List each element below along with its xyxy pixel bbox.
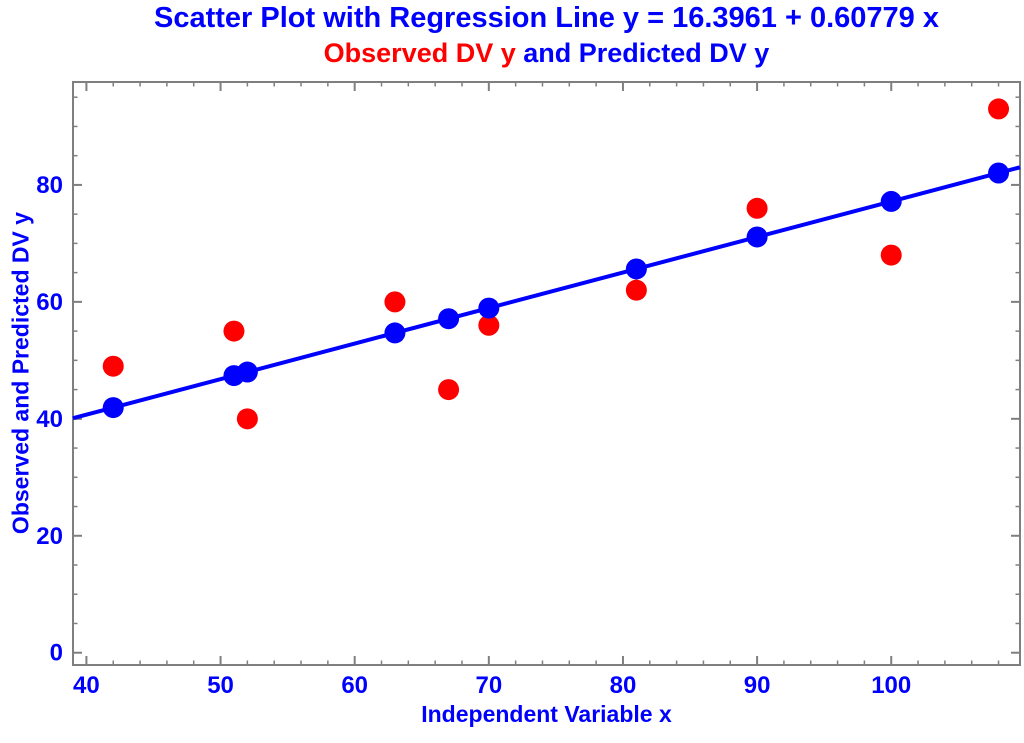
y-tick-label: 20	[36, 523, 63, 550]
plot-frame	[72, 81, 1021, 666]
x-tick-label: 60	[341, 672, 368, 699]
observed-point	[236, 408, 258, 430]
predicted-point	[478, 297, 500, 319]
predicted-point	[746, 226, 768, 248]
predicted-point	[384, 322, 406, 344]
observed-point	[625, 279, 647, 301]
predicted-point	[438, 308, 460, 330]
observed-point	[880, 244, 902, 266]
y-tick-label: 0	[50, 640, 63, 667]
x-tick-label: 80	[610, 672, 637, 699]
regression-line	[72, 165, 1021, 421]
y-tick-label: 40	[36, 406, 63, 433]
y-axis-label: Observed and Predicted DV y	[7, 211, 34, 535]
chart-subtitle: Observed DV y and Predicted DV y	[73, 37, 1020, 69]
x-tick-label: 50	[207, 672, 234, 699]
observed-point	[746, 197, 768, 219]
observed-point	[988, 98, 1010, 120]
predicted-point	[625, 258, 647, 280]
observed-point	[223, 320, 245, 342]
observed-point	[384, 291, 406, 313]
predicted-point	[102, 397, 124, 419]
x-tick-label: 90	[744, 672, 771, 699]
y-tick-label: 80	[36, 172, 63, 199]
x-tick-label: 40	[73, 672, 100, 699]
x-axis-label: Independent Variable x	[421, 701, 672, 727]
subtitle-part: Observed DV y	[323, 38, 516, 68]
subtitle-part: and Predicted DV y	[515, 38, 770, 68]
x-tick-label: 100	[871, 672, 911, 699]
observed-point	[438, 379, 460, 401]
x-tick-label: 70	[475, 672, 502, 699]
observed-point	[102, 355, 124, 377]
chart-title: Scatter Plot with Regression Line y = 16…	[154, 2, 939, 34]
predicted-point	[236, 361, 258, 383]
predicted-point	[880, 190, 902, 212]
observed-point	[478, 314, 500, 336]
y-tick-label: 60	[36, 289, 63, 316]
predicted-point	[988, 162, 1010, 184]
